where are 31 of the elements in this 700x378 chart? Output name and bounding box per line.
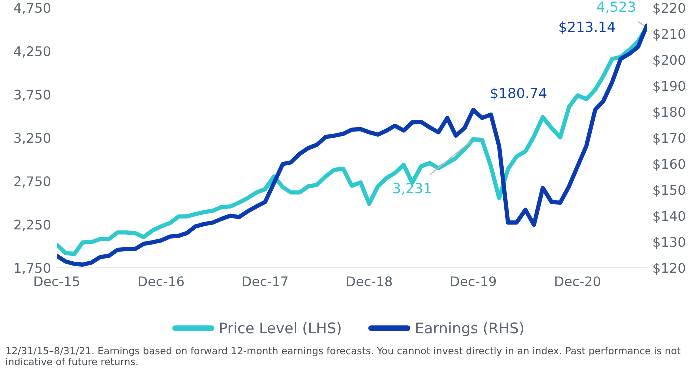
x-tick-label: Dec-17 <box>243 276 288 287</box>
y2-tick-label: $130 <box>654 236 686 249</box>
y2-tick-label: $210 <box>654 28 686 41</box>
x-tick-label: Dec-16 <box>139 276 184 287</box>
annotation: 3,231 <box>394 183 431 196</box>
y-tick-label: 2,750 <box>14 176 51 188</box>
text: 12/31/15–8/31/21. Earnings based on forward 12-month earnings forecasts. You cannot invest directly in an index. Past performance is not indicative of future returns. <box>6 347 681 366</box>
y2-tick-label: $190 <box>654 80 686 93</box>
annotation: 4,523 <box>597 2 636 14</box>
x-tick-label: Dec-18 <box>347 276 392 287</box>
y2-tick-label: $160 <box>654 158 686 171</box>
y2-tick-label: $140 <box>654 210 686 223</box>
y2-tick-label: $200 <box>654 54 686 67</box>
y-tick-label: 4,250 <box>14 46 51 58</box>
y-tick-label: 1,750 <box>15 263 51 275</box>
y2-tick-label: $180 <box>654 106 686 119</box>
annotation: $180.74 <box>491 88 547 100</box>
annotation: $213.14 <box>560 22 616 34</box>
legend-label: Price Level (LHS) <box>220 322 341 336</box>
y-tick-label: 3,250 <box>14 133 51 145</box>
y-tick-label: 4,750 <box>14 3 51 14</box>
y2-tick-label: $150 <box>654 184 686 197</box>
y2-tick-label: $120 <box>654 262 686 275</box>
y-tick-label: 3,750 <box>14 90 51 102</box>
y2-tick-label: $220 <box>654 2 686 15</box>
x-tick-label: Dec-15 <box>34 276 80 287</box>
x-tick-label: Dec-20 <box>556 276 600 287</box>
y2-tick-label: $170 <box>654 132 686 145</box>
legend-label: Earnings (RHS) <box>416 322 524 337</box>
x-tick-label: Dec-19 <box>451 276 496 287</box>
y-tick-label: 2,250 <box>14 220 51 232</box>
